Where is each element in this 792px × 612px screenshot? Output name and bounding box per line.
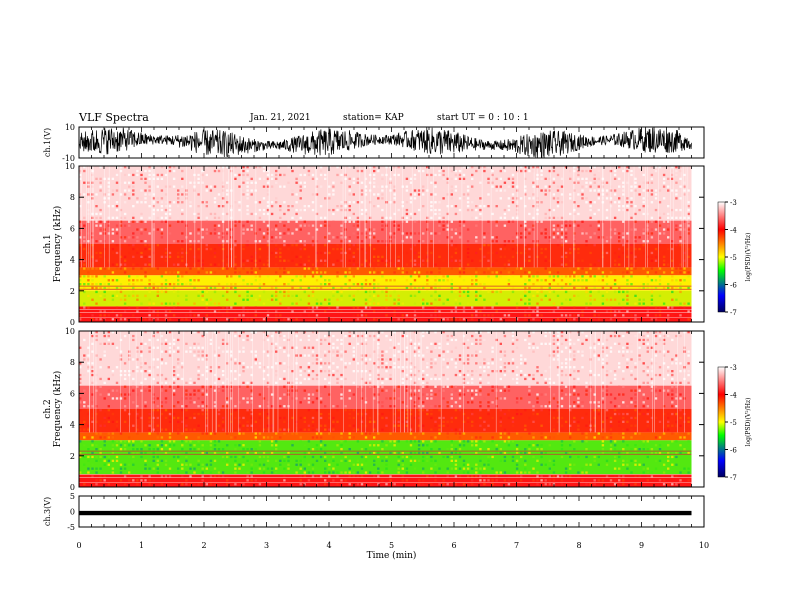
band-6 <box>79 166 692 221</box>
ylabel-frequency: Frequency (kHz) <box>52 371 63 448</box>
xtick-label: 4 <box>326 541 331 550</box>
colorbar-tick-label: -5 <box>730 254 737 262</box>
ytick-label: 0 <box>70 318 75 327</box>
figure-title: VLF Spectra <box>79 111 149 124</box>
colorbar-tick-label: -6 <box>730 282 737 290</box>
xtick-label: 10 <box>699 541 709 550</box>
xaxis-label: Time (min) <box>367 550 417 561</box>
xtick-label: 6 <box>451 541 456 550</box>
colorbar-tick-label: -4 <box>730 227 737 235</box>
station-label: station= KAP <box>343 113 404 123</box>
start-time-label: start UT = 0 : 10 : 1 <box>437 113 529 123</box>
colorbar-tick-label: -6 <box>730 447 737 455</box>
ylabel-frequency: Frequency (kHz) <box>52 206 63 283</box>
colorbar <box>717 366 726 478</box>
xtick-label: 5 <box>389 541 394 550</box>
ytick-label: -5 <box>67 523 75 532</box>
band-3 <box>79 267 692 276</box>
colorbar-tick-label: -7 <box>730 309 737 317</box>
xtick-label: 0 <box>76 541 81 550</box>
xtick-label: 7 <box>514 541 519 550</box>
colorbar <box>717 201 726 313</box>
spectrogram-ch1-spectrogram <box>78 165 728 323</box>
ytick-label: 6 <box>70 389 75 398</box>
date-label: Jan. 21, 2021 <box>250 113 311 123</box>
ytick-label: 4 <box>70 256 75 265</box>
ytick-label: 8 <box>70 358 75 367</box>
xtick-label: 2 <box>201 541 206 550</box>
xtick-label: 1 <box>139 541 144 550</box>
ytick-label: 2 <box>70 287 75 296</box>
ylabel-channel: ch.1 <box>43 234 53 253</box>
ytick-label: 10 <box>65 123 75 132</box>
ylabel: ch.1(V) <box>43 128 52 157</box>
ytick-label: -10 <box>62 154 75 163</box>
colorbar-tick-label: -3 <box>730 364 737 372</box>
colorbar-tick-label: -7 <box>730 474 737 482</box>
xtick-label: 8 <box>576 541 581 550</box>
band-2 <box>79 432 692 441</box>
spectrogram-ch2-spectrogram <box>78 330 728 488</box>
ytick-label: 0 <box>70 508 75 517</box>
xtick-label: 3 <box>264 541 269 550</box>
ytick-label: 4 <box>70 421 75 430</box>
colorbar-tick-label: -3 <box>730 199 737 207</box>
ytick-label: 0 <box>70 483 75 492</box>
xtick-label: 9 <box>639 541 644 550</box>
waveform-trace <box>79 510 692 516</box>
ylabel-channel: ch.2 <box>43 399 53 418</box>
ytick-label: 10 <box>65 327 75 336</box>
ytick-label: 10 <box>65 162 75 171</box>
ytick-label: 8 <box>70 193 75 202</box>
colorbar-tick-label: -5 <box>730 419 737 427</box>
ytick-label: 2 <box>70 452 75 461</box>
ylabel: ch.3(V) <box>43 497 52 526</box>
ytick-label: 5 <box>70 492 75 501</box>
colorbar-label: log(PSD)(V²/Hz) <box>745 233 752 282</box>
colorbar-label: log(PSD)(V²/Hz) <box>745 398 752 447</box>
colorbar-tick-label: -4 <box>730 392 737 400</box>
waveform-trace <box>78 127 692 159</box>
ytick-label: 6 <box>70 224 75 233</box>
band-1 <box>79 440 692 475</box>
